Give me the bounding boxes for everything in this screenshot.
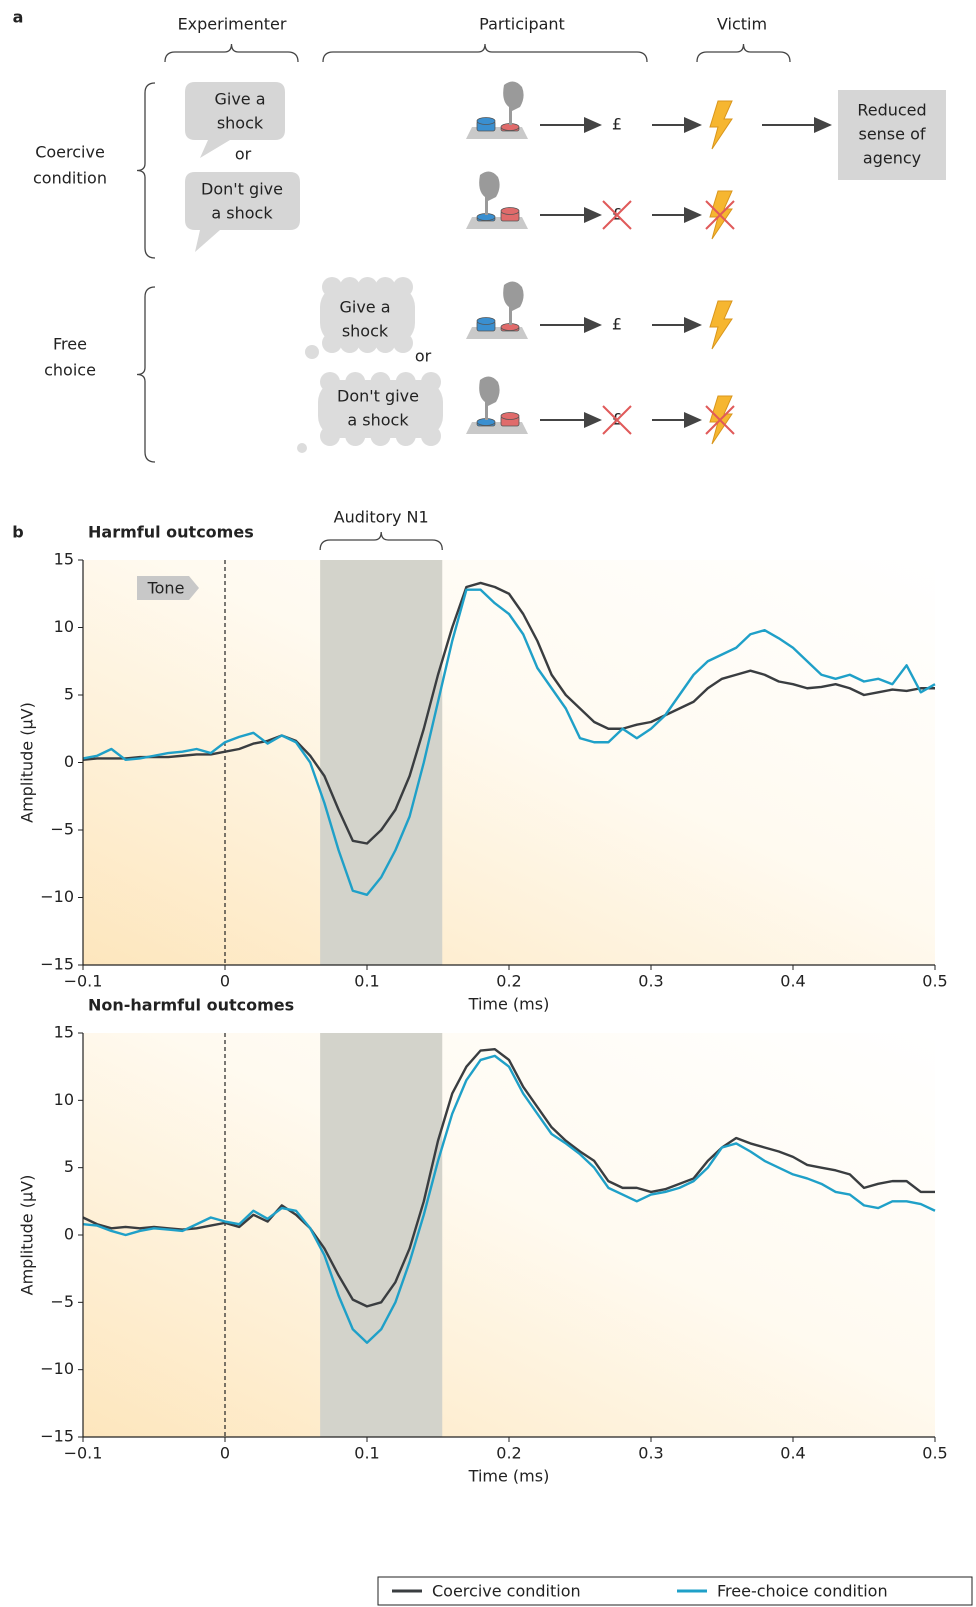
- x-tick-label: 0.3: [638, 972, 663, 991]
- option-text: Give a: [214, 90, 265, 109]
- y-tick-label: 15: [54, 550, 74, 569]
- plot-background: [83, 1033, 935, 1437]
- x-tick-label: 0.5: [922, 1444, 947, 1463]
- x-tick-label: −0.1: [64, 972, 103, 991]
- outcome-text: sense of: [858, 125, 925, 144]
- x-axis-label: Time (ms): [468, 1467, 550, 1486]
- hand: [503, 281, 523, 325]
- x-tick-label: 0.1: [354, 1444, 379, 1463]
- thought-cloud: [322, 277, 342, 297]
- y-axis-label: Amplitude (μV): [18, 1175, 37, 1296]
- option-text: a shock: [347, 411, 409, 430]
- x-tick-label: 0.3: [638, 1444, 663, 1463]
- x-tick-label: 0: [220, 972, 230, 991]
- option-text: shock: [217, 114, 264, 133]
- y-tick-label: 10: [54, 617, 74, 636]
- thought-dot: [305, 345, 319, 359]
- connector: or: [235, 145, 252, 164]
- y-tick-label: 15: [54, 1023, 74, 1042]
- y-tick-label: 5: [64, 685, 74, 704]
- hand: [479, 171, 499, 215]
- header: Victim: [717, 15, 767, 34]
- thought-cloud: [340, 277, 360, 297]
- panel-label: a: [13, 8, 24, 27]
- thought-cloud: [393, 277, 413, 297]
- x-tick-label: 0: [220, 1444, 230, 1463]
- option-text: Don't give: [201, 180, 283, 199]
- thought-cloud: [393, 333, 413, 353]
- thought-cloud: [320, 426, 340, 446]
- currency: £: [612, 115, 622, 134]
- highlight-span: [320, 1033, 442, 1437]
- thought-cloud: [358, 277, 378, 297]
- brace: [320, 532, 442, 550]
- header: Experimenter: [178, 15, 287, 34]
- brace: [697, 44, 790, 62]
- x-axis-label: Time (ms): [468, 995, 550, 1014]
- bolt: [710, 101, 732, 149]
- hand: [479, 376, 499, 420]
- x-tick-label: 0.4: [780, 1444, 805, 1463]
- legend-label: Free-choice condition: [717, 1582, 888, 1601]
- plot-background: [83, 560, 935, 965]
- brace: [323, 44, 647, 62]
- thought-cloud: [421, 372, 441, 392]
- brace: [137, 83, 155, 258]
- condition-label: choice: [44, 361, 96, 380]
- x-tick-label: 0.2: [496, 972, 521, 991]
- y-tick-label: −5: [50, 1292, 74, 1311]
- x-tick-label: 0.1: [354, 972, 379, 991]
- button-top: [477, 318, 495, 325]
- brace: [137, 287, 155, 462]
- option-text: Give a: [339, 298, 390, 317]
- y-axis-label: Amplitude (μV): [18, 702, 37, 823]
- x-tick-label: 0.4: [780, 972, 805, 991]
- thought-cloud: [322, 333, 342, 353]
- button-top: [477, 118, 495, 125]
- thought-cloud: [375, 277, 395, 297]
- option-text: shock: [342, 322, 389, 341]
- hand: [503, 81, 523, 125]
- y-tick-label: −15: [40, 1427, 74, 1446]
- y-tick-label: 5: [64, 1157, 74, 1176]
- y-tick-label: 10: [54, 1090, 74, 1109]
- button-top: [501, 413, 519, 420]
- panel-label: b: [12, 523, 23, 542]
- outcome-text: agency: [863, 149, 921, 168]
- option-text: a shock: [211, 204, 273, 223]
- condition-label: Free: [53, 335, 87, 354]
- y-tick-label: 0: [64, 752, 74, 771]
- y-tick-label: 0: [64, 1225, 74, 1244]
- thought-dot: [297, 443, 307, 453]
- currency: £: [612, 315, 622, 334]
- brace: [165, 44, 298, 62]
- button-top: [501, 208, 519, 215]
- y-tick-label: −5: [50, 820, 74, 839]
- legend-label: Coercive condition: [432, 1582, 581, 1601]
- outcome-text: Reduced: [857, 101, 926, 120]
- thought-cloud: [421, 426, 441, 446]
- y-tick-label: −10: [40, 1359, 74, 1378]
- connector: or: [415, 347, 432, 366]
- y-tick-label: −10: [40, 887, 74, 906]
- chart-title: Non-harmful outcomes: [88, 996, 294, 1015]
- x-tick-label: 0.5: [922, 972, 947, 991]
- annotation: Auditory N1: [334, 508, 429, 527]
- bolt: [710, 301, 732, 349]
- option-text: Don't give: [337, 387, 419, 406]
- figure: a Experimenter Participant Victim Coercive co…: [0, 0, 976, 1607]
- condition-label: Coercive: [35, 143, 105, 162]
- x-tick-label: 0.2: [496, 1444, 521, 1463]
- annotation: Tone: [147, 579, 185, 598]
- condition-label: condition: [33, 169, 107, 188]
- x-tick-label: −0.1: [64, 1444, 103, 1463]
- header: Participant: [479, 15, 565, 34]
- y-tick-label: −15: [40, 955, 74, 974]
- chart-title: Harmful outcomes: [88, 523, 254, 542]
